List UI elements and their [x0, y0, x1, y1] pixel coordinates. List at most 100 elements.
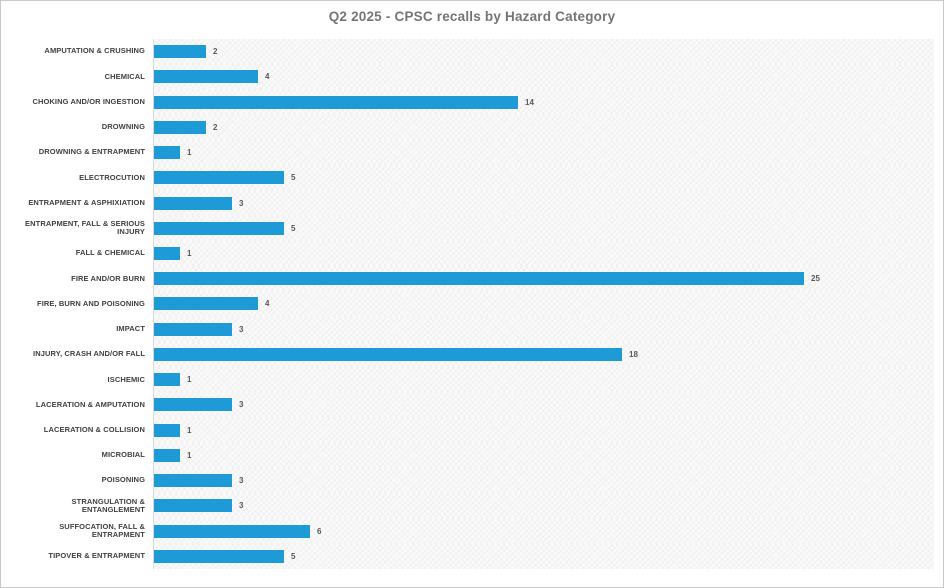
bar-track: 18	[153, 341, 934, 368]
chart-row: CHOKING AND/OR INGESTION 14	[11, 89, 934, 115]
bar-track: 3	[153, 467, 934, 494]
bar	[154, 549, 284, 563]
bar	[154, 120, 206, 134]
bar	[154, 474, 232, 488]
bar	[154, 221, 284, 235]
category-label: FIRE AND/OR BURN	[11, 266, 153, 292]
data-label: 3	[239, 501, 244, 511]
bar-track: 4	[153, 291, 934, 317]
category-label: AMPUTATION & CRUSHING	[11, 39, 153, 65]
bar-track: 4	[153, 64, 934, 90]
bar-track: 2	[153, 114, 934, 140]
data-label: 25	[811, 274, 820, 284]
bar	[154, 423, 180, 437]
bar-track: 5	[153, 165, 934, 191]
chart-row: TIPOVER & ENTRAPMENT 5	[11, 543, 934, 569]
bar-track: 1	[153, 139, 934, 166]
category-label: ISCHEMIC	[11, 367, 153, 393]
bar-track: 3	[153, 493, 934, 519]
chart-row: FIRE AND/OR BURN 25	[11, 266, 934, 292]
bar	[154, 146, 180, 160]
data-label: 4	[265, 72, 270, 82]
bar	[154, 398, 232, 412]
bar	[154, 373, 180, 387]
bar-track: 5	[153, 215, 934, 241]
category-label: POISONING	[11, 467, 153, 494]
chart-row: ENTRAPMENT & ASPHIXIATION 3	[11, 190, 934, 216]
bar-track: 1	[153, 417, 934, 443]
bar-track: 14	[153, 89, 934, 115]
bar	[154, 448, 180, 462]
bar-track: 3	[153, 392, 934, 418]
data-label: 4	[265, 299, 270, 309]
chart-row: ISCHEMIC 1	[11, 367, 934, 393]
data-label: 3	[239, 198, 244, 208]
bar	[154, 524, 310, 538]
bar	[154, 196, 232, 210]
category-label: INJURY, CRASH AND/OR FALL	[11, 341, 153, 368]
data-label: 1	[187, 425, 192, 435]
data-label: 5	[290, 223, 296, 233]
bar	[154, 322, 232, 336]
chart-row: FALL & CHEMICAL 1	[11, 240, 934, 267]
category-label: SUFFOCATION, FALL & ENTRAPMENT	[11, 518, 153, 544]
category-label: STRANGULATION & ENTANGLEMENT	[11, 493, 153, 519]
bar-track: 5	[153, 543, 934, 569]
bar	[154, 347, 622, 361]
chart-row: INJURY, CRASH AND/OR FALL 18	[11, 341, 934, 368]
data-label: 18	[629, 349, 638, 359]
chart-row: STRANGULATION & ENTANGLEMENT 3	[11, 493, 934, 519]
chart-row: DROWNING & ENTRAPMENT 1	[11, 139, 934, 166]
data-label: 2	[213, 122, 218, 132]
category-label: TIPOVER & ENTRAPMENT	[11, 543, 153, 569]
bar	[154, 95, 518, 109]
bar-track: 3	[153, 316, 934, 342]
chart-row: CHEMICAL 4	[11, 64, 934, 90]
bar-track: 25	[153, 266, 934, 292]
bar	[154, 171, 284, 185]
chart-row: ENTRAPMENT, FALL & SERIOUS INJURY 5	[11, 215, 934, 241]
chart-row: SUFFOCATION, FALL & ENTRAPMENT 6	[11, 518, 934, 544]
category-label: ELECTROCUTION	[11, 165, 153, 191]
data-label: 3	[239, 400, 244, 410]
bar	[154, 297, 258, 311]
category-label: IMPACT	[11, 316, 153, 342]
data-label: 1	[187, 148, 192, 158]
data-label: 14	[525, 97, 534, 107]
category-label: ENTRAPMENT & ASPHIXIATION	[11, 190, 153, 216]
chart-row: POISONING 3	[11, 467, 934, 494]
bar-chart-plot-area: AMPUTATION & CRUSHING 2 CHEMICAL 4 CHOKING A…	[11, 39, 934, 569]
data-label: 3	[239, 324, 244, 334]
category-label: CHOKING AND/OR INGESTION	[11, 89, 153, 115]
category-label: ENTRAPMENT, FALL & SERIOUS INJURY	[11, 215, 153, 241]
data-label: 1	[187, 375, 192, 385]
bar-track: 1	[153, 240, 934, 267]
chart-row: MICROBIAL 1	[11, 442, 934, 468]
chart-row: LACERATION & COLLISION 1	[11, 417, 934, 443]
category-label: FIRE, BURN AND POISONING	[11, 291, 153, 317]
bar	[154, 272, 804, 286]
bar-track: 2	[153, 39, 934, 65]
data-label: 3	[239, 476, 244, 486]
data-label: 6	[317, 526, 322, 536]
data-label: 5	[290, 551, 296, 561]
category-label: MICROBIAL	[11, 442, 153, 468]
bar	[154, 499, 232, 513]
chart-row: DROWNING 2	[11, 114, 934, 140]
bar-track: 6	[153, 518, 934, 544]
chart-title: Q2 2025 - CPSC recalls by Hazard Categor…	[328, 9, 616, 24]
category-label: CHEMICAL	[11, 64, 153, 90]
category-label: LACERATION & AMPUTATION	[11, 392, 153, 418]
data-label: 1	[187, 450, 192, 460]
category-label: FALL & CHEMICAL	[11, 240, 153, 267]
chart-row: FIRE, BURN AND POISONING 4	[11, 291, 934, 317]
bar	[154, 70, 258, 84]
data-label: 2	[213, 47, 218, 57]
category-label: DROWNING & ENTRAPMENT	[11, 139, 153, 166]
bar	[154, 45, 206, 59]
category-label: DROWNING	[11, 114, 153, 140]
data-label: 1	[187, 248, 192, 258]
bar-track: 1	[153, 442, 934, 468]
bar	[154, 246, 180, 260]
